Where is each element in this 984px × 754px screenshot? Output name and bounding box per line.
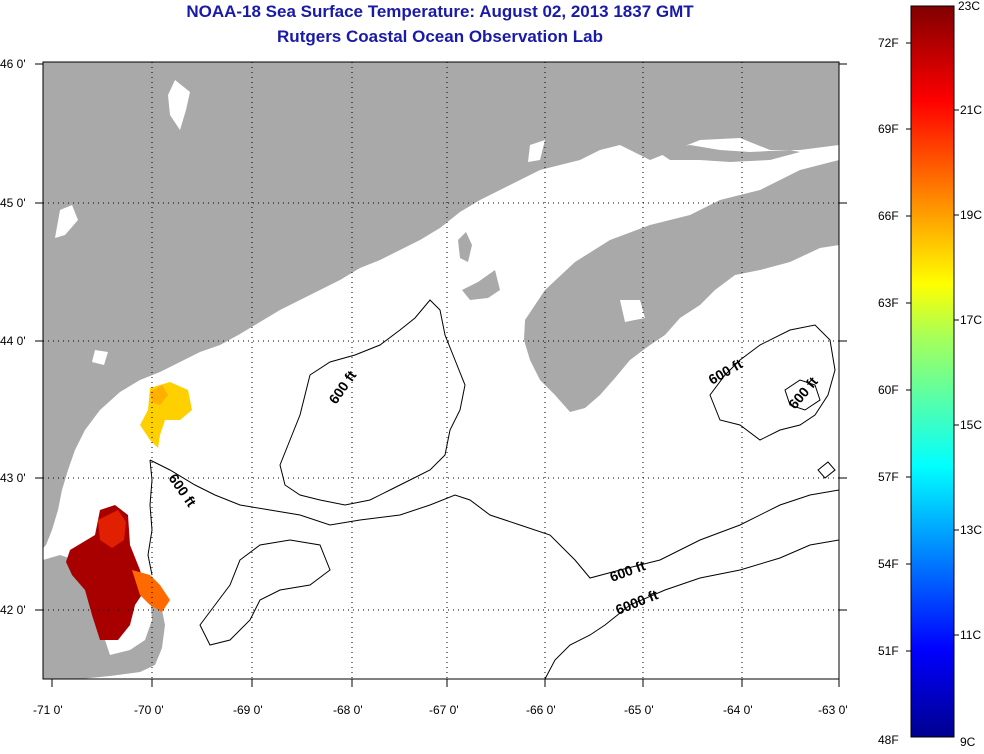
lake bbox=[92, 350, 108, 365]
colorbar-ticks bbox=[906, 42, 959, 652]
lon-label: -64 0' bbox=[723, 703, 753, 717]
lon-label: -68 0' bbox=[333, 703, 363, 717]
lat-label: 46 0' bbox=[0, 57, 26, 71]
lon-label: -65 0' bbox=[624, 703, 654, 717]
land-island bbox=[458, 232, 472, 262]
land-nova-scotia bbox=[524, 160, 839, 412]
lake bbox=[620, 300, 645, 322]
land-island bbox=[462, 270, 500, 300]
colorbar-c-label: 9C bbox=[960, 735, 976, 749]
colorbar-c-label: 21C bbox=[960, 103, 982, 117]
axis-ticks bbox=[35, 63, 847, 687]
lon-label: -70 0' bbox=[134, 703, 164, 717]
colorbar-f-label: 54F bbox=[878, 557, 899, 571]
sst-warm-patch bbox=[66, 505, 145, 640]
map-title: NOAA-18 Sea Surface Temperature: August … bbox=[186, 2, 694, 21]
colorbar-f-label: 57F bbox=[878, 470, 899, 484]
colorbar-f-label: 48F bbox=[878, 733, 899, 747]
lat-label: 45 0' bbox=[0, 196, 26, 210]
colorbar-f-label: 66F bbox=[878, 209, 899, 223]
colorbar-c-label: 15C bbox=[960, 418, 982, 432]
map-frame bbox=[42, 61, 840, 680]
lon-label: -71 0' bbox=[33, 703, 63, 717]
colorbar-c-label: 17C bbox=[960, 313, 982, 327]
lake bbox=[168, 80, 190, 130]
lat-label: 44 0' bbox=[0, 334, 26, 348]
sst-cool-patch-2 bbox=[150, 385, 168, 405]
bathymetry-contours bbox=[147, 299, 839, 679]
sst-mid-patch bbox=[98, 510, 126, 548]
lon-label: -63 0' bbox=[818, 703, 848, 717]
lat-label: 42 0' bbox=[0, 603, 26, 617]
land-cape-cod bbox=[43, 555, 165, 679]
sst-orange-patch bbox=[132, 570, 170, 612]
land-pei bbox=[655, 145, 800, 162]
lon-label: -67 0' bbox=[429, 703, 459, 717]
lon-label: -69 0' bbox=[233, 703, 263, 717]
land-mainland bbox=[43, 62, 839, 548]
colorbar-f-label: 69F bbox=[878, 122, 899, 136]
colorbar-f-label: 72F bbox=[878, 36, 899, 50]
colorbar-f-label: 60F bbox=[878, 383, 899, 397]
colorbar-f-label: 51F bbox=[878, 644, 899, 658]
map-subtitle: Rutgers Coastal Ocean Observation Lab bbox=[277, 27, 603, 46]
lon-label: -66 0' bbox=[526, 703, 556, 717]
colorbar-c-label: 19C bbox=[960, 208, 982, 222]
colorbar-c-label: 23C bbox=[958, 0, 980, 13]
colorbar-f-label: 63F bbox=[878, 296, 899, 310]
lake bbox=[55, 205, 78, 238]
lat-label: 43 0' bbox=[0, 471, 26, 485]
colorbar-c-label: 11C bbox=[960, 628, 981, 642]
colorbar bbox=[910, 5, 955, 738]
colorbar-c-label: 13C bbox=[960, 523, 982, 537]
lake bbox=[528, 140, 545, 162]
